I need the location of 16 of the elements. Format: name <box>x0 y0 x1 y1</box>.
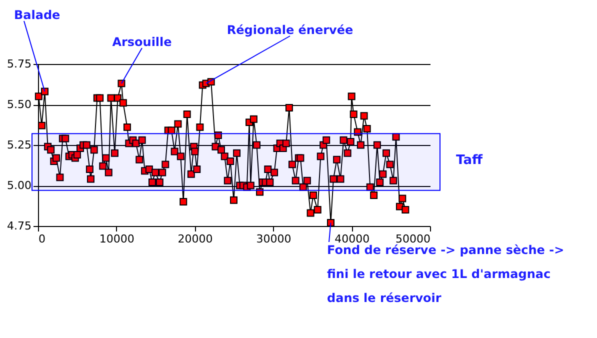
y-tick-label: 5.50 <box>7 98 32 111</box>
y-tick-label: 5.00 <box>7 179 32 192</box>
annotation: Arsouille <box>112 35 172 49</box>
band-label: Taff <box>456 153 483 168</box>
x-tick-label: 0 <box>38 232 46 246</box>
x-tick-label: 10000 <box>99 232 134 246</box>
x-tick-label: 50000 <box>396 232 430 246</box>
annotation: Régionale énervée <box>226 23 354 37</box>
y-tick-label: 4.75 <box>7 220 32 232</box>
x-tick-label: 30000 <box>256 232 292 246</box>
y-tick-label: 5.75 <box>7 58 32 70</box>
annotation: Fond de réserve -> panne sèche -> fini le retour avec 1L d'armagnac dans le réservoir <box>327 243 564 305</box>
annotation: Balade <box>14 8 60 22</box>
x-tick-label: 20000 <box>178 232 213 246</box>
x-tick-label: 40000 <box>334 232 370 246</box>
y-tick-label: 5.25 <box>7 138 32 152</box>
